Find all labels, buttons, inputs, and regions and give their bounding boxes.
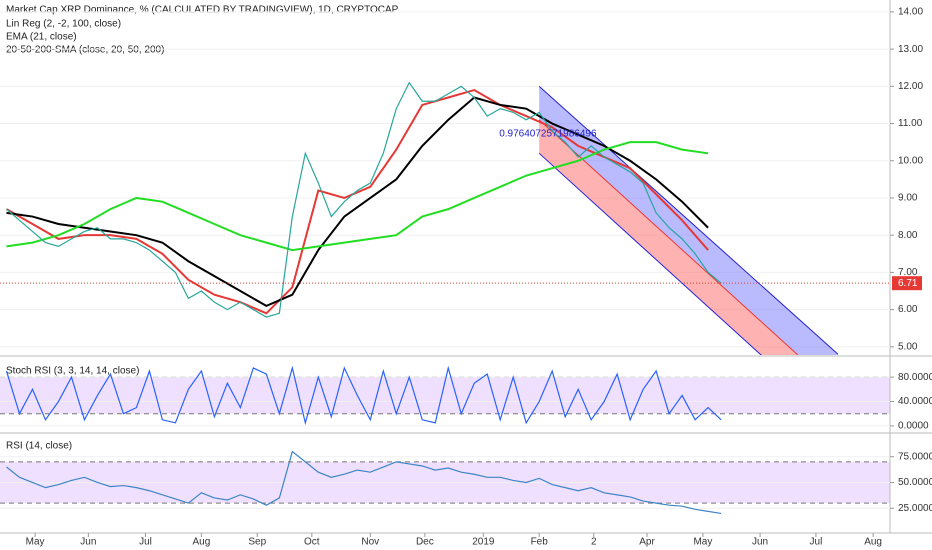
x-tick-label: 2019 xyxy=(472,537,495,548)
x-tick-label: Sep xyxy=(248,537,266,548)
x-tick-label: Jun xyxy=(752,537,768,548)
last-price-box xyxy=(892,276,922,291)
channel-line xyxy=(538,85,839,355)
y-tick-label: 50.0000 xyxy=(898,477,932,488)
y-tick-label: 80.0000 xyxy=(898,372,932,383)
regression-label: 0.9764072571986496 xyxy=(499,128,597,139)
last-price-label: 6.71 xyxy=(898,278,918,289)
channel-line xyxy=(538,152,762,355)
chart-title: Market Cap XRP Dominance, % (CALCULATED … xyxy=(6,5,399,16)
plot-area xyxy=(0,450,890,515)
x-tick-label: Nov xyxy=(361,537,379,548)
x-tick-label: Oct xyxy=(304,537,320,548)
channel-line xyxy=(538,119,799,355)
x-tick-label: Feb xyxy=(531,537,549,548)
series-line xyxy=(5,365,722,426)
legend-line: 20-50-200-SMA (close, 20, 50, 200) xyxy=(6,45,164,56)
x-tick-label: May xyxy=(26,537,45,548)
indicator-line xyxy=(6,96,709,307)
y-tick-label: 10.00 xyxy=(898,155,923,166)
x-tick-label: Apr xyxy=(639,537,655,548)
x-tick-label: Jul xyxy=(139,537,152,548)
x-tick-label: May xyxy=(693,537,712,548)
x-tick-label: Aug xyxy=(192,537,210,548)
y-tick-label: 7.00 xyxy=(898,267,918,278)
y-tick-label: 5.00 xyxy=(898,341,918,352)
indicator-line xyxy=(6,141,709,252)
x-tick-label: 2 xyxy=(591,537,597,548)
y-tick-label: 13.00 xyxy=(898,44,923,55)
plot-area xyxy=(0,11,890,355)
pane-title: RSI (14, close) xyxy=(6,441,72,452)
y-tick-label: 0.0000 xyxy=(898,421,929,432)
y-tick-label: 14.00 xyxy=(898,7,923,18)
y-tick-label: 12.00 xyxy=(898,81,923,92)
y-tick-label: 11.00 xyxy=(898,118,923,129)
y-tick-label: 6.00 xyxy=(898,304,918,315)
x-tick-label: Aug xyxy=(864,537,882,548)
y-tick-label: 25.0000 xyxy=(898,503,932,514)
x-tick-label: Jun xyxy=(80,537,96,548)
indicator-line xyxy=(5,88,709,315)
y-tick-label: 40.0000 xyxy=(898,396,932,407)
legend-line: Lin Reg (2, -2, 100, close) xyxy=(6,19,121,30)
pane-title: Stoch RSI (3, 3, 14, 14, close) xyxy=(6,366,139,377)
x-tick-label: Dec xyxy=(416,537,434,548)
y-tick-label: 9.00 xyxy=(898,193,918,204)
legend-line: EMA (21, close) xyxy=(6,32,77,43)
x-tick-label: Jul xyxy=(810,537,823,548)
series-line xyxy=(6,450,722,515)
series-line xyxy=(6,81,722,318)
y-tick-label: 75.0000 xyxy=(898,451,932,462)
plot-area xyxy=(0,365,890,427)
y-tick-label: 8.00 xyxy=(898,230,918,241)
